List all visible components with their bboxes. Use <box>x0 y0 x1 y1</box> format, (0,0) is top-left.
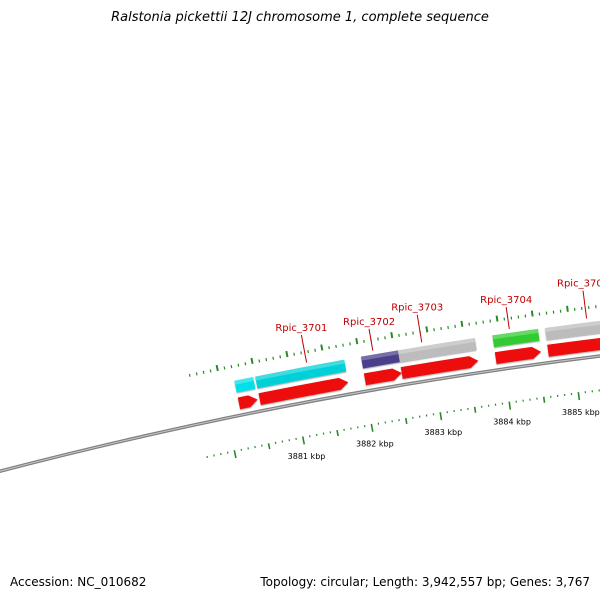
outer-tick <box>495 315 499 322</box>
outer-tick <box>349 342 351 346</box>
inner-tick <box>542 396 546 403</box>
outer-tick <box>209 369 212 373</box>
outer-tick <box>314 348 316 352</box>
gene-highlight <box>544 320 600 332</box>
outer-tick <box>250 357 254 365</box>
outer-tick <box>335 344 337 348</box>
outer-tick <box>566 305 569 312</box>
gene-highlight <box>492 328 539 340</box>
gene-label[interactable]: Rpic_3703 <box>391 303 443 314</box>
gene-block[interactable] <box>234 377 256 393</box>
outer-tick <box>328 346 330 350</box>
gene-label-leader <box>582 290 588 319</box>
inner-tick <box>508 401 512 410</box>
tick-layer <box>188 305 600 459</box>
gene-block[interactable] <box>544 316 600 340</box>
gene-label[interactable]: Rpic_3702 <box>343 317 395 328</box>
gene-label-leader <box>368 328 374 351</box>
outer-tick <box>223 366 226 370</box>
inner-tick <box>370 423 374 432</box>
cds-layer <box>237 334 600 410</box>
kbp-label: 3883 kbp <box>425 428 463 437</box>
cds-arrow[interactable] <box>363 368 402 386</box>
gene-label[interactable]: Rpic_3701 <box>275 323 327 334</box>
gene-block[interactable] <box>397 338 477 363</box>
outer-tick <box>195 372 198 376</box>
cds-arrow[interactable] <box>547 334 600 357</box>
kbp-label: 3884 kbp <box>493 417 531 426</box>
accession-text: Accession: NC_010682 <box>10 575 147 589</box>
gene-block[interactable] <box>492 328 540 348</box>
gene-label[interactable]: Rpic_3705 <box>557 279 600 290</box>
outer-tick <box>530 310 534 317</box>
inner-tick <box>439 412 443 421</box>
outer-tick <box>265 358 268 362</box>
gene-block[interactable] <box>255 359 347 389</box>
outer-tick <box>202 370 205 374</box>
cds-arrow[interactable] <box>494 346 542 365</box>
outer-tick <box>300 351 302 355</box>
inner-tick <box>577 392 581 401</box>
outer-tick <box>188 373 191 377</box>
outer-tick <box>258 359 261 363</box>
outer-tick <box>244 362 247 366</box>
gene-layer <box>234 316 600 393</box>
outer-tick <box>355 338 359 345</box>
inner-tick <box>473 406 477 413</box>
outer-tick <box>390 332 394 339</box>
outer-tick <box>425 326 429 333</box>
cds-arrow[interactable] <box>237 395 258 410</box>
outer-tick <box>293 352 296 356</box>
inner-tick <box>336 429 339 437</box>
backbone-highlight <box>0 355 600 472</box>
outer-tick <box>215 364 219 372</box>
backbone-layer <box>0 354 600 474</box>
kbp-label: 3882 kbp <box>356 440 394 449</box>
inner-tick <box>267 443 271 450</box>
outer-tick <box>279 355 282 359</box>
inner-tick <box>233 450 237 459</box>
cds-arrow[interactable] <box>258 377 349 406</box>
outer-tick <box>384 336 386 340</box>
inner-tick <box>404 417 408 425</box>
gene-label-leader <box>300 334 308 363</box>
gene-block[interactable] <box>360 350 400 369</box>
outer-tick <box>272 356 275 360</box>
kbp-label: 3881 kbp <box>288 452 326 461</box>
outer-tick <box>285 350 289 358</box>
gene-label[interactable]: Rpic_3704 <box>480 295 532 306</box>
summary-text: Topology: circular; Length: 3,942,557 bp… <box>260 575 590 589</box>
outer-tick <box>342 343 344 347</box>
outer-tick <box>237 363 240 367</box>
inner-tick <box>301 436 306 445</box>
outer-tick <box>230 365 233 369</box>
gene-label-leader <box>505 307 510 329</box>
kbp-label: 3885 kbp <box>562 408 600 417</box>
outer-tick <box>460 320 464 327</box>
outer-tick <box>377 337 379 341</box>
gene-highlight <box>234 377 254 385</box>
gene-highlight <box>397 338 476 355</box>
gene-highlight <box>360 350 399 361</box>
gene-label-leader <box>416 314 423 343</box>
outer-tick <box>307 349 309 354</box>
outer-tick <box>320 344 324 351</box>
gene-highlight <box>255 359 345 381</box>
outer-tick <box>363 339 365 344</box>
map-title: Ralstonia pickettii 12J chromosome 1, co… <box>111 10 489 25</box>
cds-arrow[interactable] <box>400 356 479 379</box>
label-layer: Rpic_3701 Rpic_3702 Rpic_3703 Rpic_3704 Rpic… <box>275 279 600 462</box>
